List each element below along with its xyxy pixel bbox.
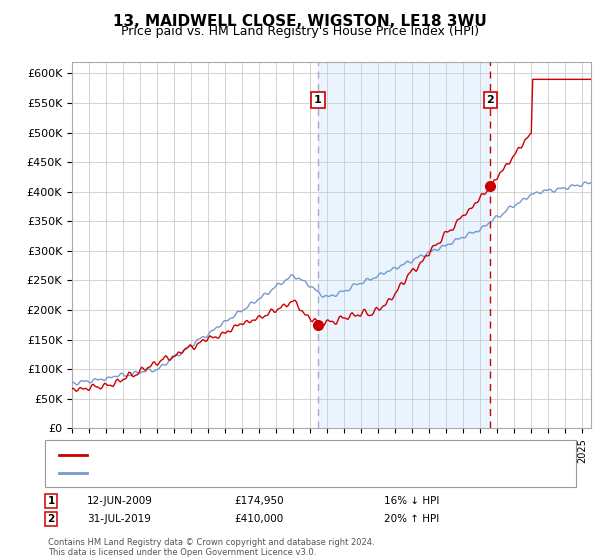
13, MAIDWELL CLOSE, WIGSTON, LE18 3WU (detached house) — [350, 311, 357, 318]
13, MAIDWELL CLOSE, WIGSTON, LE18 3WU (detached house) — [121, 376, 128, 382]
HPI: Average price, detached house, Oadby and Wigston: (2e+03, 8.87e+04): Average price, detached house, Oadby and… — [121, 372, 128, 379]
13, MAIDWELL CLOSE, WIGSTON, LE18 3WU (detached house) — [73, 388, 80, 395]
HPI: Average price, detached house, Oadby and Wigston: (2e+03, 7.73e+04): Average price, detached house, Oadby and… — [68, 379, 76, 386]
HPI: Average price, detached house, Oadby and Wigston: (2e+03, 7.38e+04): Average price, detached house, Oadby and… — [74, 381, 81, 388]
Line: 13, MAIDWELL CLOSE, WIGSTON, LE18 3WU (detached house): 13, MAIDWELL CLOSE, WIGSTON, LE18 3WU (d… — [72, 80, 591, 391]
Text: 1: 1 — [47, 496, 55, 506]
Text: 12-JUN-2009: 12-JUN-2009 — [87, 496, 153, 506]
Text: 31-JUL-2019: 31-JUL-2019 — [87, 514, 151, 524]
Text: 20% ↑ HPI: 20% ↑ HPI — [384, 514, 439, 524]
Text: HPI: Average price, detached house, Oadby and Wigston: HPI: Average price, detached house, Oadb… — [94, 468, 389, 478]
Text: 2: 2 — [47, 514, 55, 524]
Line: HPI: Average price, detached house, Oadby and Wigston: HPI: Average price, detached house, Oadb… — [72, 182, 591, 385]
Text: 13, MAIDWELL CLOSE, WIGSTON, LE18 3WU (detached house): 13, MAIDWELL CLOSE, WIGSTON, LE18 3WU (d… — [94, 450, 418, 460]
HPI: Average price, detached house, Oadby and Wigston: (2.03e+03, 4.15e+05): Average price, detached house, Oadby and… — [587, 179, 595, 186]
Text: 13, MAIDWELL CLOSE, WIGSTON, LE18 3WU: 13, MAIDWELL CLOSE, WIGSTON, LE18 3WU — [113, 14, 487, 29]
HPI: Average price, detached house, Oadby and Wigston: (2.03e+03, 4.17e+05): Average price, detached house, Oadby and… — [582, 179, 589, 185]
13, MAIDWELL CLOSE, WIGSTON, LE18 3WU (detached house) — [529, 76, 536, 83]
13, MAIDWELL CLOSE, WIGSTON, LE18 3WU (detached house) — [158, 357, 165, 363]
Text: Contains HM Land Registry data © Crown copyright and database right 2024.
This d: Contains HM Land Registry data © Crown c… — [48, 538, 374, 557]
Text: Price paid vs. HM Land Registry's House Price Index (HPI): Price paid vs. HM Land Registry's House … — [121, 25, 479, 38]
Text: 2: 2 — [487, 95, 494, 105]
HPI: Average price, detached house, Oadby and Wigston: (2.01e+03, 2.44e+05): Average price, detached house, Oadby and… — [350, 281, 357, 287]
HPI: Average price, detached house, Oadby and Wigston: (2.02e+03, 2.99e+05): Average price, detached house, Oadby and… — [425, 248, 433, 255]
Text: 1: 1 — [314, 95, 322, 105]
Text: £174,950: £174,950 — [234, 496, 284, 506]
Text: £410,000: £410,000 — [234, 514, 283, 524]
Bar — [318, 62, 490, 428]
13, MAIDWELL CLOSE, WIGSTON, LE18 3WU (detached house) — [176, 349, 184, 356]
Text: 16% ↓ HPI: 16% ↓ HPI — [384, 496, 439, 506]
13, MAIDWELL CLOSE, WIGSTON, LE18 3WU (detached house) — [68, 385, 76, 392]
13, MAIDWELL CLOSE, WIGSTON, LE18 3WU (detached house) — [425, 252, 433, 259]
13, MAIDWELL CLOSE, WIGSTON, LE18 3WU (detached house) — [587, 76, 595, 83]
13, MAIDWELL CLOSE, WIGSTON, LE18 3WU (detached house) — [454, 216, 461, 223]
HPI: Average price, detached house, Oadby and Wigston: (2e+03, 1.07e+05): Average price, detached house, Oadby and… — [158, 362, 165, 368]
HPI: Average price, detached house, Oadby and Wigston: (2e+03, 1.23e+05): Average price, detached house, Oadby and… — [176, 352, 184, 359]
HPI: Average price, detached house, Oadby and Wigston: (2.02e+03, 3.2e+05): Average price, detached house, Oadby and… — [454, 236, 461, 242]
